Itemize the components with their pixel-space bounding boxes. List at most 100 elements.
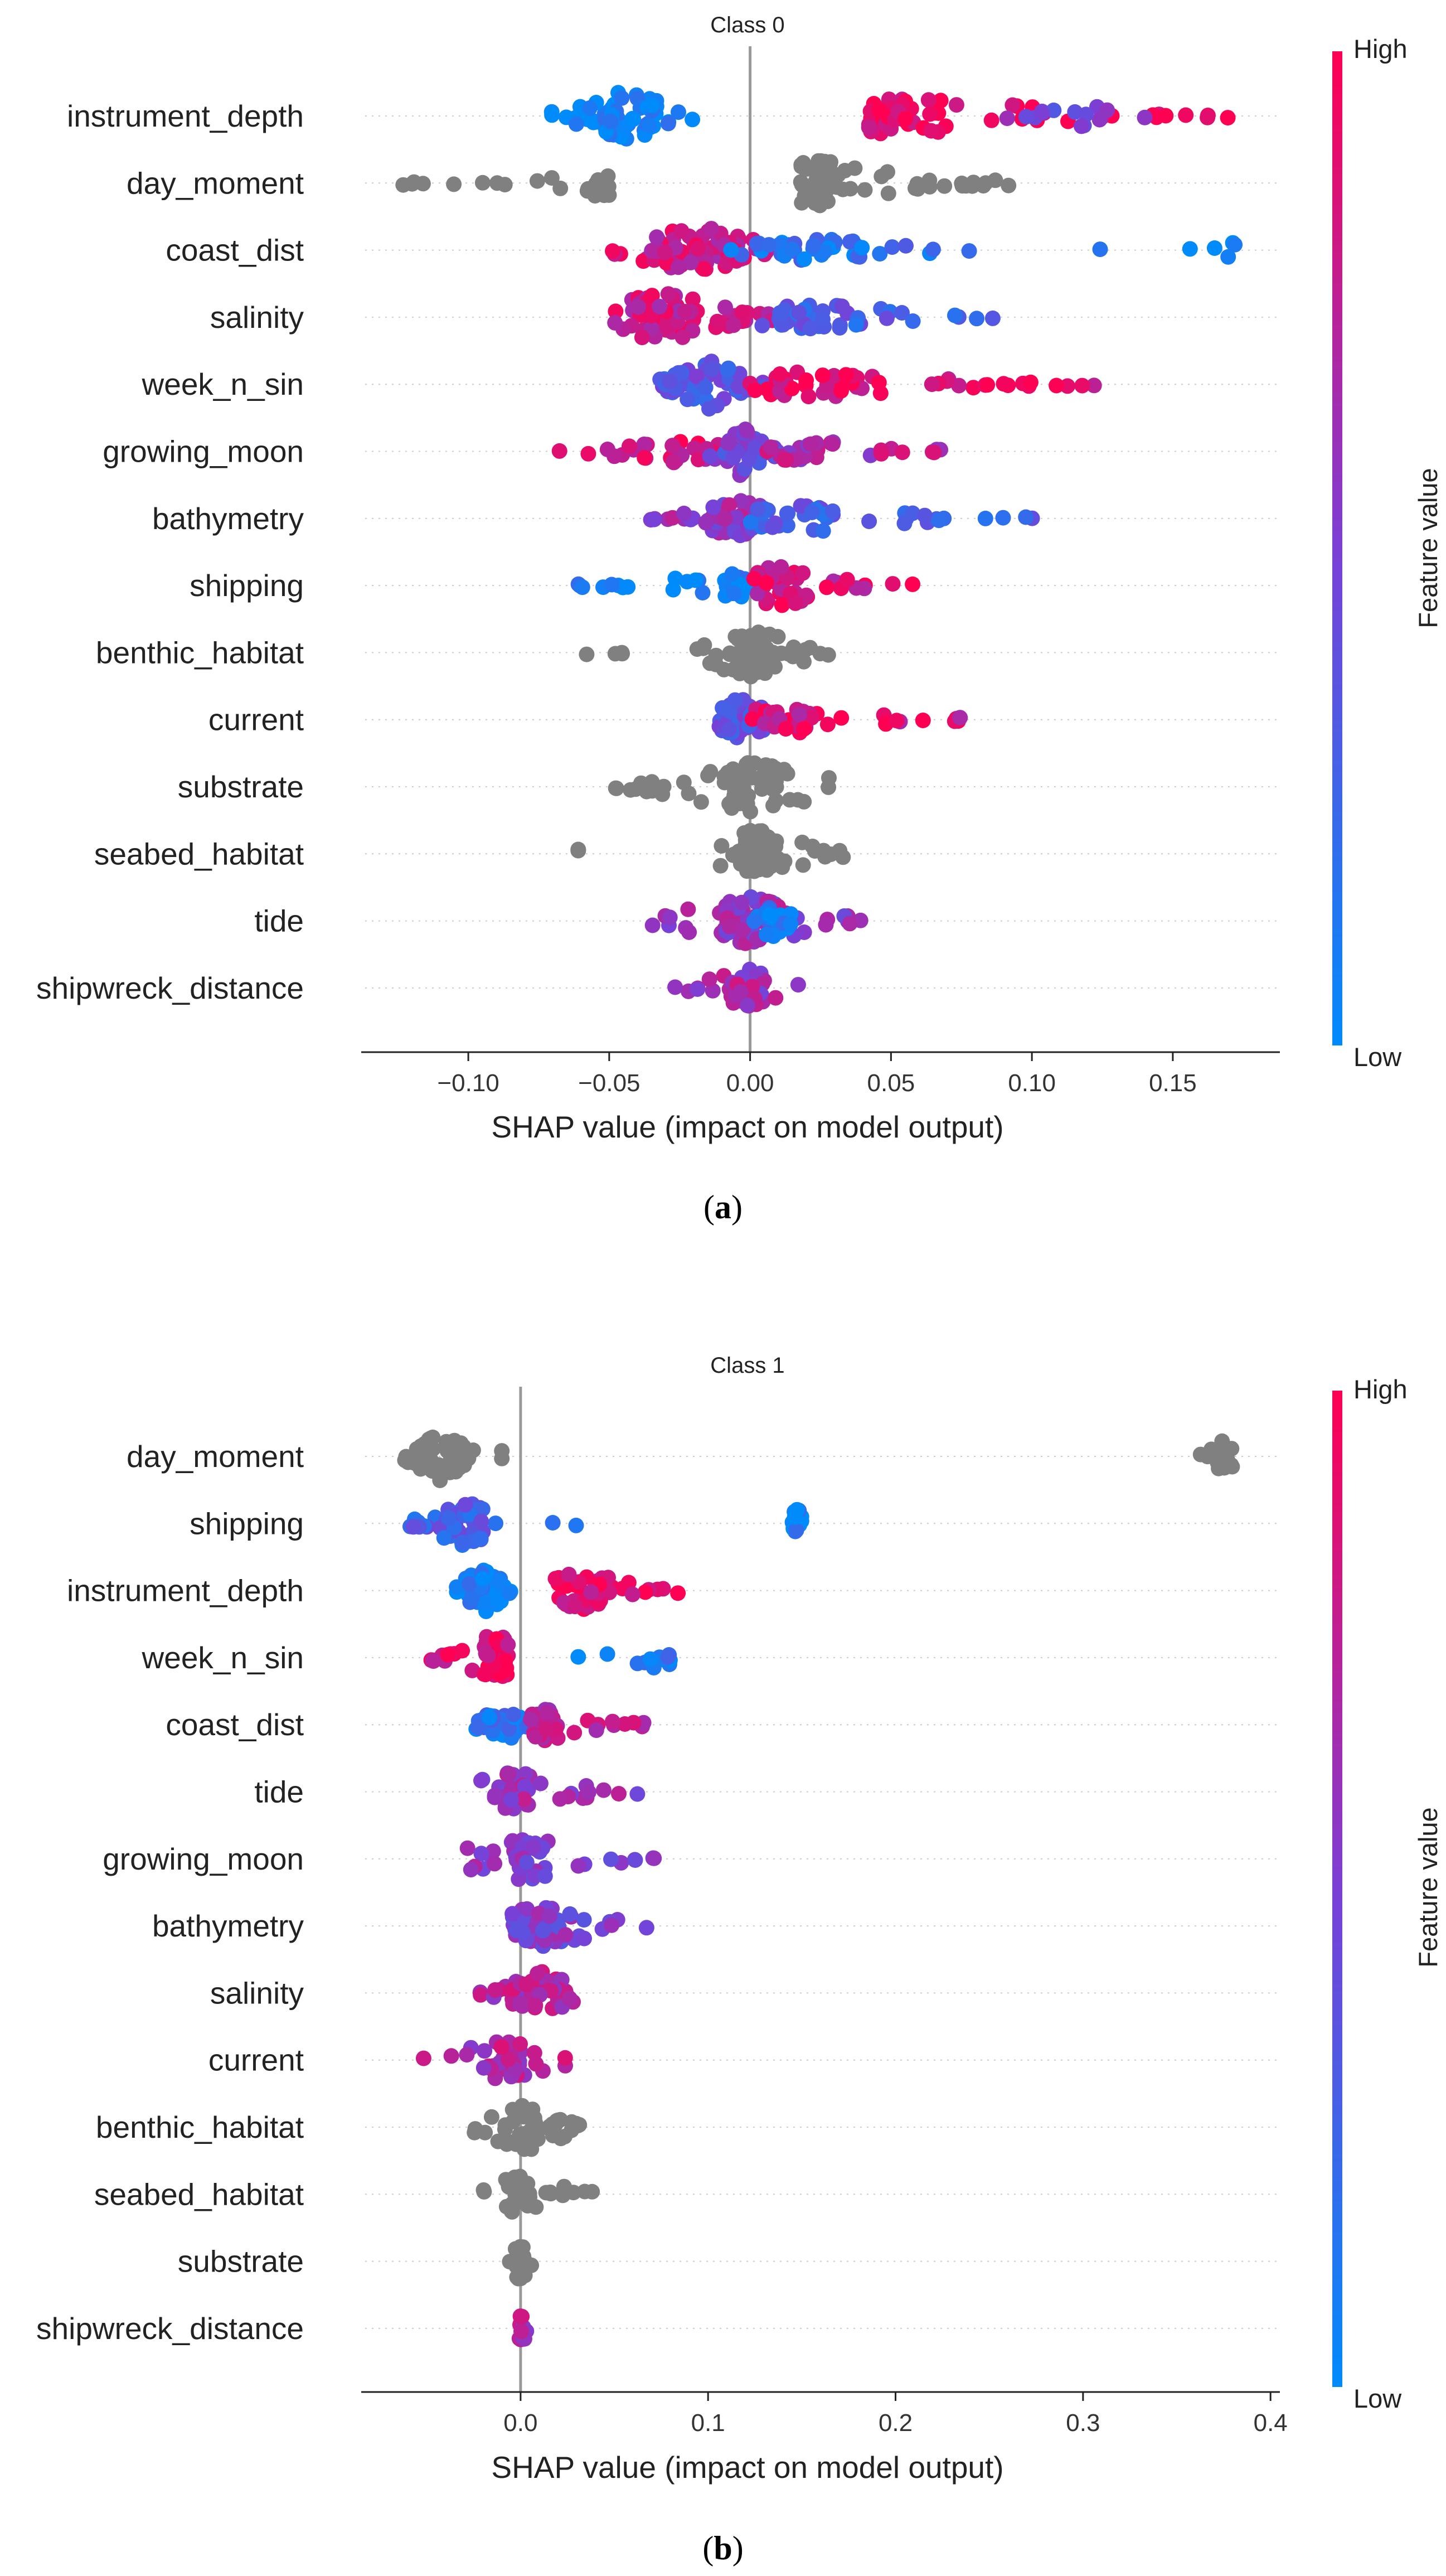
shap-point	[599, 1646, 615, 1662]
shap-point	[497, 2121, 513, 2137]
shap-point	[625, 111, 642, 127]
feature-label: salinity	[210, 1975, 304, 2010]
shap-point	[638, 1920, 654, 1936]
chart-title: Class 1	[710, 1353, 784, 1378]
shap-point	[905, 576, 921, 592]
shap-point	[835, 849, 851, 865]
colorbar-high-label: High	[1353, 1374, 1408, 1404]
shap-point	[1220, 249, 1236, 265]
shap-point	[761, 237, 777, 253]
shap-point	[933, 93, 949, 109]
shap-point	[667, 570, 683, 587]
x-tick-label: 0.4	[1254, 2409, 1288, 2437]
shap-point	[440, 1647, 456, 1663]
shap-point	[512, 2308, 528, 2325]
x-axis-label: SHAP value (impact on model output)	[491, 2450, 1003, 2485]
feature-label: shipping	[190, 568, 304, 603]
shap-point	[510, 2270, 526, 2287]
shap-point	[487, 1982, 503, 1998]
shap-point	[826, 367, 842, 384]
shap-point	[791, 706, 807, 723]
shap-point	[627, 1852, 643, 1868]
shap-point	[404, 176, 420, 192]
shap-point	[995, 510, 1011, 526]
shap-point	[717, 299, 733, 316]
shap-point	[793, 498, 809, 514]
shap-point	[603, 113, 619, 129]
shap-point	[838, 367, 854, 383]
shap-point	[452, 1460, 468, 1476]
shap-point	[698, 515, 714, 531]
shap-point	[744, 711, 760, 727]
shap-point	[999, 110, 1015, 127]
shap-point	[532, 1775, 549, 1791]
shap-point	[474, 1571, 491, 1587]
colorbar-gradient	[1332, 51, 1342, 1045]
feature-label: salinity	[210, 300, 304, 335]
shap-point	[544, 170, 560, 186]
feature-label: day_moment	[127, 1439, 304, 1474]
shap-point	[952, 710, 968, 726]
shap-point	[808, 449, 824, 466]
shap-point	[568, 1517, 584, 1533]
shap-point	[581, 100, 598, 116]
shap-point	[665, 454, 681, 470]
x-tick-label: 0.2	[879, 2409, 913, 2437]
shap-point	[702, 655, 718, 671]
shap-point	[518, 1976, 534, 1992]
shap-point	[646, 1850, 662, 1866]
shap-point	[687, 572, 703, 588]
shap-point	[727, 692, 743, 708]
feature-label: substrate	[178, 2244, 304, 2279]
shap-point	[824, 435, 840, 452]
shap-point	[725, 317, 741, 333]
shap-point	[721, 918, 737, 934]
feature-label: tide	[254, 1775, 304, 1809]
shap-point	[897, 111, 914, 127]
shap-point	[660, 115, 676, 132]
shap-point	[732, 856, 749, 872]
shap-point	[1206, 240, 1222, 256]
shap-point	[675, 329, 691, 345]
caption-a: (a)	[703, 1189, 743, 1226]
shap-point	[807, 195, 823, 211]
shap-point	[773, 559, 789, 575]
shap-point	[660, 1649, 676, 1665]
shap-point	[703, 361, 720, 377]
shap-point	[857, 182, 873, 198]
shap-point	[872, 385, 889, 401]
shap-point	[475, 2060, 492, 2076]
shap-point	[842, 916, 858, 932]
x-tick-label: 0.10	[1008, 1069, 1056, 1097]
shap-point	[905, 505, 921, 521]
shap-point	[977, 510, 993, 526]
shap-point	[644, 98, 659, 114]
shap-point	[749, 585, 765, 602]
shap-point	[819, 579, 834, 595]
shap-point	[739, 423, 755, 439]
shap-point	[871, 102, 887, 118]
shap-point	[489, 1592, 506, 1607]
shap-point	[915, 713, 931, 728]
shap-point	[800, 389, 817, 405]
shap-point	[485, 1843, 501, 1860]
shap-point	[607, 314, 623, 331]
shap-point	[557, 1927, 574, 1943]
feature-label: shipwreck_distance	[36, 971, 304, 1005]
shap-point	[795, 857, 811, 873]
shap-point	[833, 710, 850, 726]
shap-point	[608, 303, 624, 319]
shap-point	[457, 1497, 473, 1513]
shap-point	[909, 176, 925, 192]
shap-point	[552, 1791, 568, 1807]
shap-point	[544, 107, 560, 123]
x-tick-label: 0.05	[867, 1069, 915, 1097]
shap-point	[454, 1643, 470, 1659]
shap-point	[1022, 374, 1039, 390]
shap-point	[500, 2175, 516, 2191]
shap-point	[764, 519, 780, 535]
shap-point	[397, 1452, 413, 1468]
feature-label: growing_moon	[103, 434, 304, 469]
shap-point	[600, 168, 616, 184]
shap-point	[854, 240, 870, 256]
